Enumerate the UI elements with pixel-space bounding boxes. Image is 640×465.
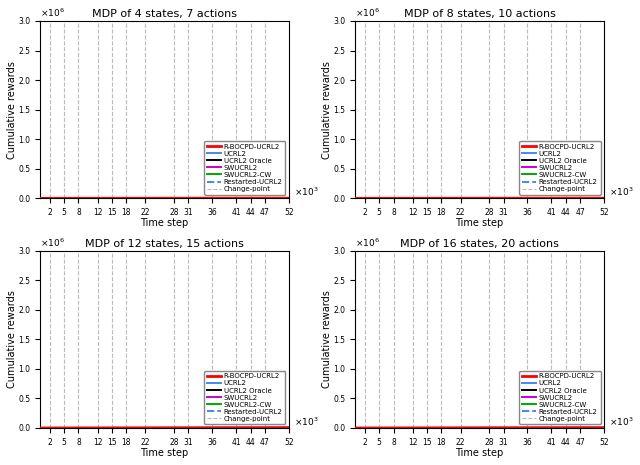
X-axis label: Time step: Time step <box>140 219 189 228</box>
Title: MDP of 16 states, 20 actions: MDP of 16 states, 20 actions <box>400 239 559 248</box>
Legend: R-BOCPD-UCRL2, UCRL2, UCRL2 Oracle, SWUCRL2, SWUCRL2-CW, Restarted-UCRL2, Change: R-BOCPD-UCRL2, UCRL2, UCRL2 Oracle, SWUC… <box>204 141 285 195</box>
Text: $\times10^3$: $\times10^3$ <box>294 416 318 428</box>
X-axis label: Time step: Time step <box>456 448 504 458</box>
Text: $\times10^6$: $\times10^6$ <box>355 237 380 249</box>
Text: $\times10^3$: $\times10^3$ <box>294 186 318 198</box>
Y-axis label: Cumulative rewards: Cumulative rewards <box>322 60 332 159</box>
Legend: R-BOCPD-UCRL2, UCRL2, UCRL2 Oracle, SWUCRL2, SWUCRL2-CW, Restarted-UCRL2, Change: R-BOCPD-UCRL2, UCRL2, UCRL2 Oracle, SWUC… <box>520 141 600 195</box>
Y-axis label: Cumulative rewards: Cumulative rewards <box>7 60 17 159</box>
Title: MDP of 8 states, 10 actions: MDP of 8 states, 10 actions <box>404 9 556 19</box>
Title: MDP of 4 states, 7 actions: MDP of 4 states, 7 actions <box>92 9 237 19</box>
X-axis label: Time step: Time step <box>140 448 189 458</box>
Text: $\times10^6$: $\times10^6$ <box>40 237 65 249</box>
Title: MDP of 12 states, 15 actions: MDP of 12 states, 15 actions <box>85 239 244 248</box>
X-axis label: Time step: Time step <box>456 219 504 228</box>
Legend: R-BOCPD-UCRL2, UCRL2, UCRL2 Oracle, SWUCRL2, SWUCRL2-CW, Restarted-UCRL2, Change: R-BOCPD-UCRL2, UCRL2, UCRL2 Oracle, SWUC… <box>204 371 285 425</box>
Text: $\times10^6$: $\times10^6$ <box>355 7 380 19</box>
Y-axis label: Cumulative rewards: Cumulative rewards <box>7 290 17 388</box>
Legend: R-BOCPD-UCRL2, UCRL2, UCRL2 Oracle, SWUCRL2, SWUCRL2-CW, Restarted-UCRL2, Change: R-BOCPD-UCRL2, UCRL2, UCRL2 Oracle, SWUC… <box>520 371 600 425</box>
Text: $\times10^3$: $\times10^3$ <box>609 186 634 198</box>
Y-axis label: Cumulative rewards: Cumulative rewards <box>322 290 332 388</box>
Text: $\times10^3$: $\times10^3$ <box>609 416 634 428</box>
Text: $\times10^6$: $\times10^6$ <box>40 7 65 19</box>
